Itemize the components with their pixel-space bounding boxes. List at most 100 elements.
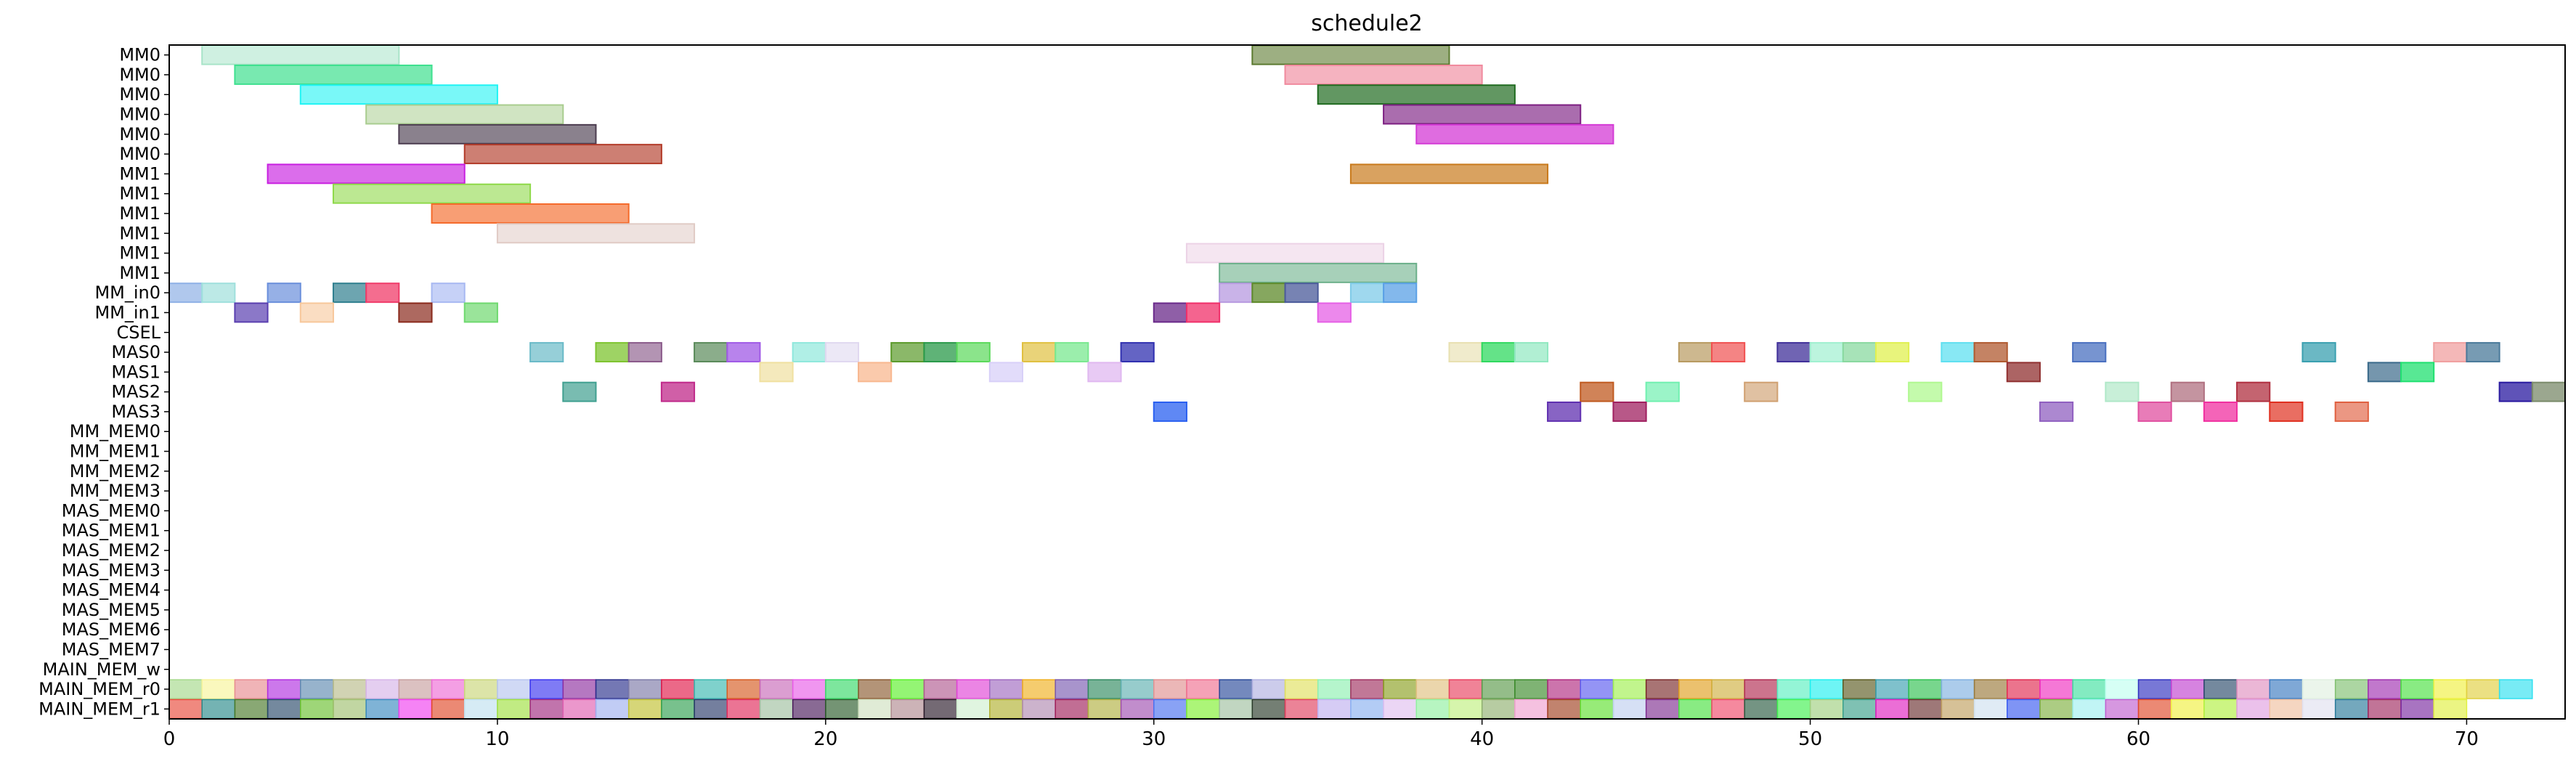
memory-cell [858,699,892,720]
memory-cell [2334,699,2369,720]
task-bar [1973,342,2008,363]
memory-cell [595,679,630,699]
memory-cell [1120,679,1155,699]
x-tick-label: 30 [1142,728,1166,750]
memory-cell [1219,679,1254,699]
task-bar [1645,381,1680,402]
memory-cell [168,699,203,720]
memory-cell [1908,699,1943,720]
memory-cell [792,679,826,699]
memory-cell [1842,699,1877,720]
task-bar [1612,401,1647,422]
memory-cell [2466,679,2500,699]
y-tick-label: MM0 [119,105,161,125]
task-bar [496,223,696,244]
y-tick-label: MAS_MEM1 [62,521,161,541]
task-bar [988,362,1023,383]
task-bar [1349,163,1549,184]
task-bar [201,44,400,65]
memory-cell [956,699,991,720]
task-bar [1809,342,1844,363]
memory-cell [726,679,761,699]
memory-cell [1941,679,1975,699]
y-tick-label: MAS_MEM6 [62,619,161,640]
task-bar [1219,262,1418,283]
memory-cell [2170,699,2205,720]
task-bar [2466,342,2500,363]
memory-cell [923,679,958,699]
memory-cell [300,679,334,699]
task-bar [1087,362,1122,383]
memory-cell [1547,699,1581,720]
memory-cell [2236,699,2271,720]
memory-cell [2334,679,2369,699]
task-bar [1120,342,1155,363]
memory-cell [627,679,662,699]
task-bar [365,282,400,304]
memory-cell [398,679,433,699]
task-bar [1744,381,1779,402]
memory-cell [234,679,269,699]
memory-cell [1645,679,1680,699]
memory-cell [267,699,301,720]
memory-cell [365,679,400,699]
y-tick-label: MAS_MEM5 [62,600,161,620]
y-tick-label: MAS_MEM7 [62,639,161,659]
y-tick-label: MM_in1 [94,302,161,322]
memory-cell [497,679,531,699]
y-tick-label: MM0 [119,144,161,164]
memory-cell [1678,699,1712,720]
plot-frame [168,44,2566,720]
x-tick-label: 40 [1470,728,1494,750]
x-tick-label: 20 [813,728,837,750]
memory-cell [2236,679,2271,699]
memory-cell [2072,699,2107,720]
task-bar [267,163,466,184]
memory-cell [825,679,859,699]
memory-cell [1973,679,2008,699]
y-tick-label: MM1 [119,203,161,224]
memory-cell [529,699,564,720]
task-bar [2236,381,2271,402]
x-tick-label: 70 [2455,728,2479,750]
y-tick-label: MAS_MEM2 [62,540,161,561]
memory-cell [1317,699,1352,720]
memory-cell [1711,699,1745,720]
task-bar [595,342,630,363]
memory-cell [2072,679,2107,699]
task-bar [2006,362,2041,383]
memory-cell [1973,699,2008,720]
task-bar [1185,243,1385,264]
memory-cell [2368,679,2402,699]
task-bar [1941,342,1975,363]
task-bar [759,362,794,383]
memory-cell [989,679,1023,699]
memory-cell [529,679,564,699]
memory-cell [234,699,269,720]
task-bar [2105,381,2140,402]
memory-cell [1251,699,1286,720]
task-bar [332,183,532,204]
memory-cell [1612,679,1647,699]
task-bar [431,282,466,304]
task-bar [2301,342,2336,363]
y-tick-label: MAS_MEM4 [62,580,161,601]
x-axis: 0 10 20 30 40 50 60 70 [163,719,2479,750]
memory-cell [1711,679,1745,699]
memory-cell [2203,699,2238,720]
memory-cell [1022,679,1056,699]
task-bar [1513,342,1549,363]
memory-cell [1055,679,1089,699]
memory-cell [2301,699,2336,720]
memory-cell [2368,699,2402,720]
y-tick-label: MM_in0 [94,282,161,303]
task-bar [1448,342,1483,363]
task-bar [1415,123,1614,145]
task-bar [299,84,498,105]
task-bar [1251,282,1286,304]
memory-cell [1120,699,1155,720]
task-bar [299,302,334,323]
memory-bars-layer [168,679,2533,720]
memory-cell [1744,679,1779,699]
memory-cell [2039,699,2073,720]
